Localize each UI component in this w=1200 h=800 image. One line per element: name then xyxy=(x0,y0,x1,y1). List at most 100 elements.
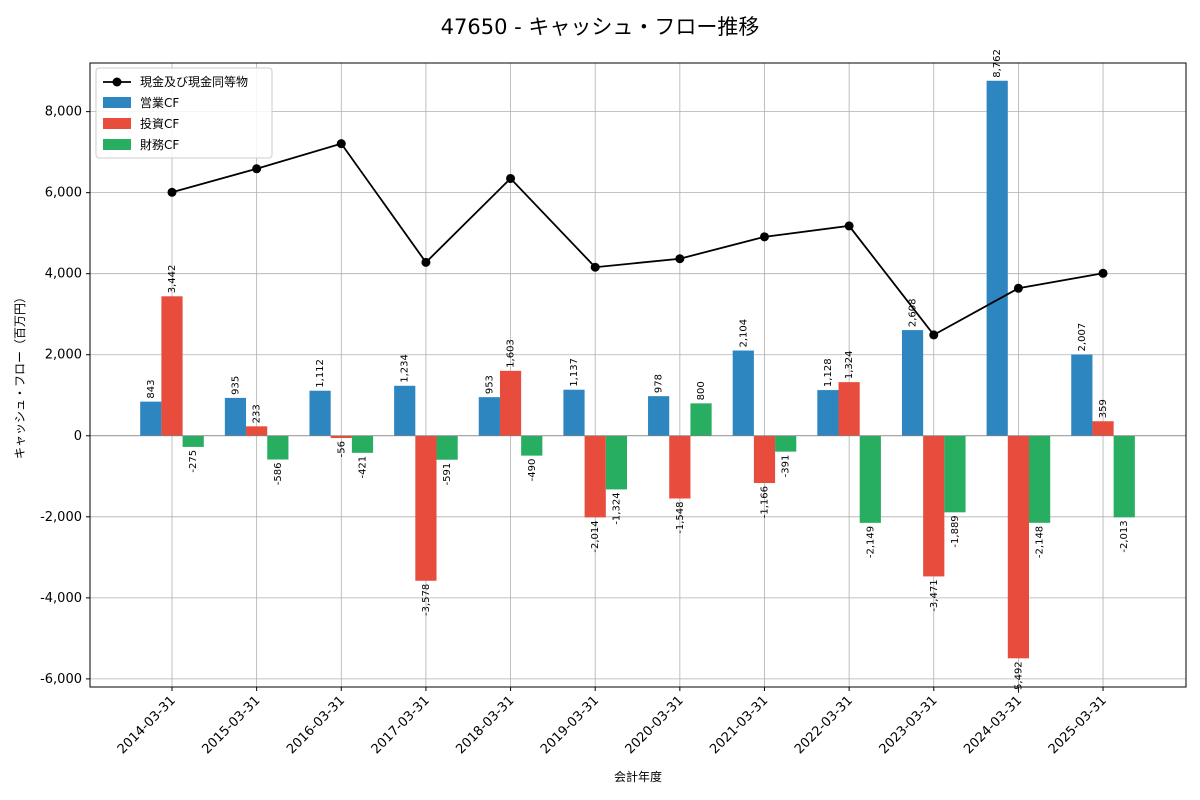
x-tick-label: 2021-03-31 xyxy=(707,693,771,757)
bar xyxy=(1007,435,1029,659)
bar-value-label: 2,608 xyxy=(908,298,919,327)
cash-line xyxy=(167,139,1108,340)
legend-label: 財務CF xyxy=(140,137,179,152)
bar-value-label: 1,128 xyxy=(823,358,834,387)
bar-value-label: -1,548 xyxy=(675,502,686,534)
bar-value-label: -3,578 xyxy=(421,584,432,616)
bar-value-label: 953 xyxy=(484,375,495,394)
bar-value-label: -2,149 xyxy=(865,526,876,558)
x-tick-label: 2018-03-31 xyxy=(453,693,517,757)
bar xyxy=(690,403,712,436)
bar-value-label: 935 xyxy=(230,376,241,395)
x-tick-label: 2023-03-31 xyxy=(877,693,941,757)
x-tick-label: 2022-03-31 xyxy=(792,693,856,757)
y-axis-label: キャッシュ・フロー（百万円） xyxy=(13,291,27,459)
bar xyxy=(521,435,543,456)
x-tick-label: 2017-03-31 xyxy=(369,693,433,757)
bar-value-label: -2,013 xyxy=(1119,520,1130,552)
bar-value-label: 978 xyxy=(654,374,665,393)
bar-value-label: 2,007 xyxy=(1077,323,1088,352)
bar-value-label: 800 xyxy=(696,381,707,400)
bar xyxy=(732,350,754,436)
bar xyxy=(986,80,1008,436)
bar-value-label: -1,324 xyxy=(611,492,622,524)
bar xyxy=(267,435,289,460)
y-tick-label: -2,000 xyxy=(40,510,82,525)
legend-label: 投資CF xyxy=(140,116,179,131)
bar-value-label: -490 xyxy=(527,459,538,482)
bar-value-label: 2,104 xyxy=(738,319,749,348)
bar xyxy=(478,397,500,436)
plot-frame xyxy=(89,62,1187,688)
bar-value-label: 1,324 xyxy=(844,350,855,379)
legend-bar-swatch xyxy=(103,97,131,108)
cash-line-marker xyxy=(675,254,685,264)
bar xyxy=(436,435,458,460)
bar-value-label: -586 xyxy=(273,463,284,486)
bar-value-label: 3,442 xyxy=(167,265,178,294)
bar-value-label: -275 xyxy=(188,450,199,473)
bar xyxy=(944,435,966,513)
bar xyxy=(182,435,204,447)
bar xyxy=(309,390,331,436)
y-tick-label: 0 xyxy=(74,429,82,444)
cash-line-marker xyxy=(759,232,769,242)
y-tick-label: -6,000 xyxy=(40,672,82,687)
bar xyxy=(1113,435,1135,518)
x-tick-label: 2025-03-31 xyxy=(1046,693,1110,757)
bar xyxy=(246,426,268,436)
bar-labels: 843 935 1,112 1,234 953 1,137 978 2,104 1,128 2,6… xyxy=(146,49,1130,693)
y-tick-label: -4,000 xyxy=(40,591,82,606)
legend-bar-swatch xyxy=(103,139,131,150)
bar xyxy=(775,435,797,452)
legend-line-marker xyxy=(112,77,122,87)
x-tick-label: 2024-03-31 xyxy=(961,693,1025,757)
bar xyxy=(605,435,627,490)
bar xyxy=(901,330,924,436)
bar-value-label: 359 xyxy=(1098,399,1109,418)
bar xyxy=(415,435,437,581)
bar-value-label: -1,166 xyxy=(759,486,770,518)
y-tick-label: 6,000 xyxy=(45,186,82,201)
bar-value-label: -3,471 xyxy=(929,579,940,611)
bar xyxy=(499,370,522,436)
cash-line-marker xyxy=(590,262,600,272)
cash-line-marker xyxy=(252,164,262,174)
bar xyxy=(669,435,691,499)
bar-value-label: -421 xyxy=(357,456,368,479)
bar-value-label: -591 xyxy=(442,463,453,486)
legend-box xyxy=(95,67,273,159)
x-axis-label: 会計年度 xyxy=(614,769,662,784)
legend-label: 営業CF xyxy=(140,96,179,110)
bar-value-label: 1,137 xyxy=(569,358,580,387)
bar xyxy=(648,396,670,436)
y-tick-label: 2,000 xyxy=(45,348,82,363)
bar xyxy=(330,435,352,439)
cash-line-marker xyxy=(1098,268,1108,278)
bar-value-label: 1,234 xyxy=(400,354,411,383)
bar-value-label: -1,889 xyxy=(950,515,961,547)
chart-title: 47650 - キャッシュ・フロー推移 xyxy=(441,15,760,39)
bar xyxy=(817,390,839,436)
bar xyxy=(1071,354,1093,436)
x-axis: 2014-03-31 2015-03-31 2016-03-31 2017-03-31… xyxy=(115,687,1110,757)
bar xyxy=(394,385,416,436)
x-tick-label: 2016-03-31 xyxy=(284,693,348,757)
bars xyxy=(140,80,1135,659)
legend-label: 現金及び現金同等物 xyxy=(140,74,248,89)
cash-line-marker xyxy=(421,257,431,267)
bar-value-label: 1,112 xyxy=(315,359,326,388)
y-tick-label: 8,000 xyxy=(45,105,82,120)
bar xyxy=(923,435,945,577)
cash-line-marker xyxy=(336,139,346,149)
bar xyxy=(1092,421,1114,436)
bar xyxy=(351,435,374,453)
y-axis: -6,000 -4,000 -2,000 0 2,000 4,000 6,000 8,000 xyxy=(40,105,90,687)
bar xyxy=(140,401,162,436)
bar-value-label: 843 xyxy=(146,380,157,399)
bar xyxy=(859,435,881,523)
bar xyxy=(224,397,247,436)
